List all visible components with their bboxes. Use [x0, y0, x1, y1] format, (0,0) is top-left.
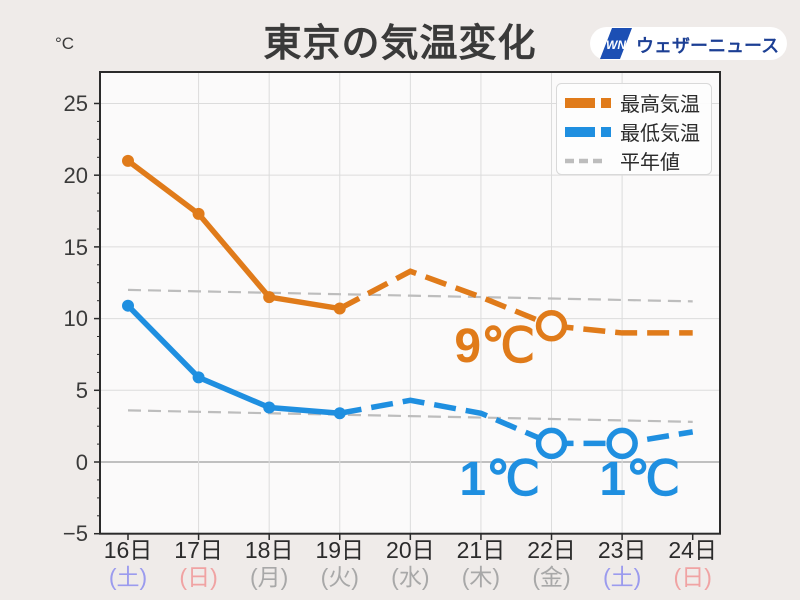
svg-text:−5: −5 — [63, 521, 88, 546]
svg-text:(木): (木) — [462, 564, 500, 590]
svg-text:20: 20 — [64, 163, 88, 188]
svg-text:23日: 23日 — [598, 537, 647, 563]
svg-text:(金): (金) — [532, 564, 570, 590]
svg-text:(日): (日) — [179, 564, 217, 590]
svg-text:(土): (土) — [603, 564, 641, 590]
svg-text:(水): (水) — [391, 564, 429, 590]
svg-text:0: 0 — [76, 450, 88, 475]
svg-text:(月): (月) — [250, 564, 288, 590]
svg-text:17日: 17日 — [174, 537, 223, 563]
svg-text:(日): (日) — [674, 564, 712, 590]
svg-text:(土): (土) — [109, 564, 147, 590]
svg-text:22日: 22日 — [527, 537, 576, 563]
svg-text:5: 5 — [76, 378, 88, 403]
svg-text:9℃: 9℃ — [454, 320, 535, 373]
svg-text:10: 10 — [64, 306, 88, 331]
svg-text:20日: 20日 — [386, 537, 435, 563]
svg-text:24日: 24日 — [668, 537, 717, 563]
svg-text:最高気温: 最高気温 — [620, 93, 700, 116]
svg-text:平年値: 平年値 — [620, 151, 680, 174]
svg-text:21日: 21日 — [457, 537, 506, 563]
svg-text:16日: 16日 — [104, 537, 153, 563]
svg-text:18日: 18日 — [245, 537, 294, 563]
svg-text:25: 25 — [64, 91, 88, 116]
svg-text:(火): (火) — [321, 564, 359, 590]
svg-text:1℃: 1℃ — [599, 453, 680, 506]
svg-text:19日: 19日 — [315, 537, 364, 563]
svg-text:最低気温: 最低気温 — [620, 122, 700, 145]
svg-text:1℃: 1℃ — [459, 453, 540, 506]
svg-text:15: 15 — [64, 235, 88, 260]
